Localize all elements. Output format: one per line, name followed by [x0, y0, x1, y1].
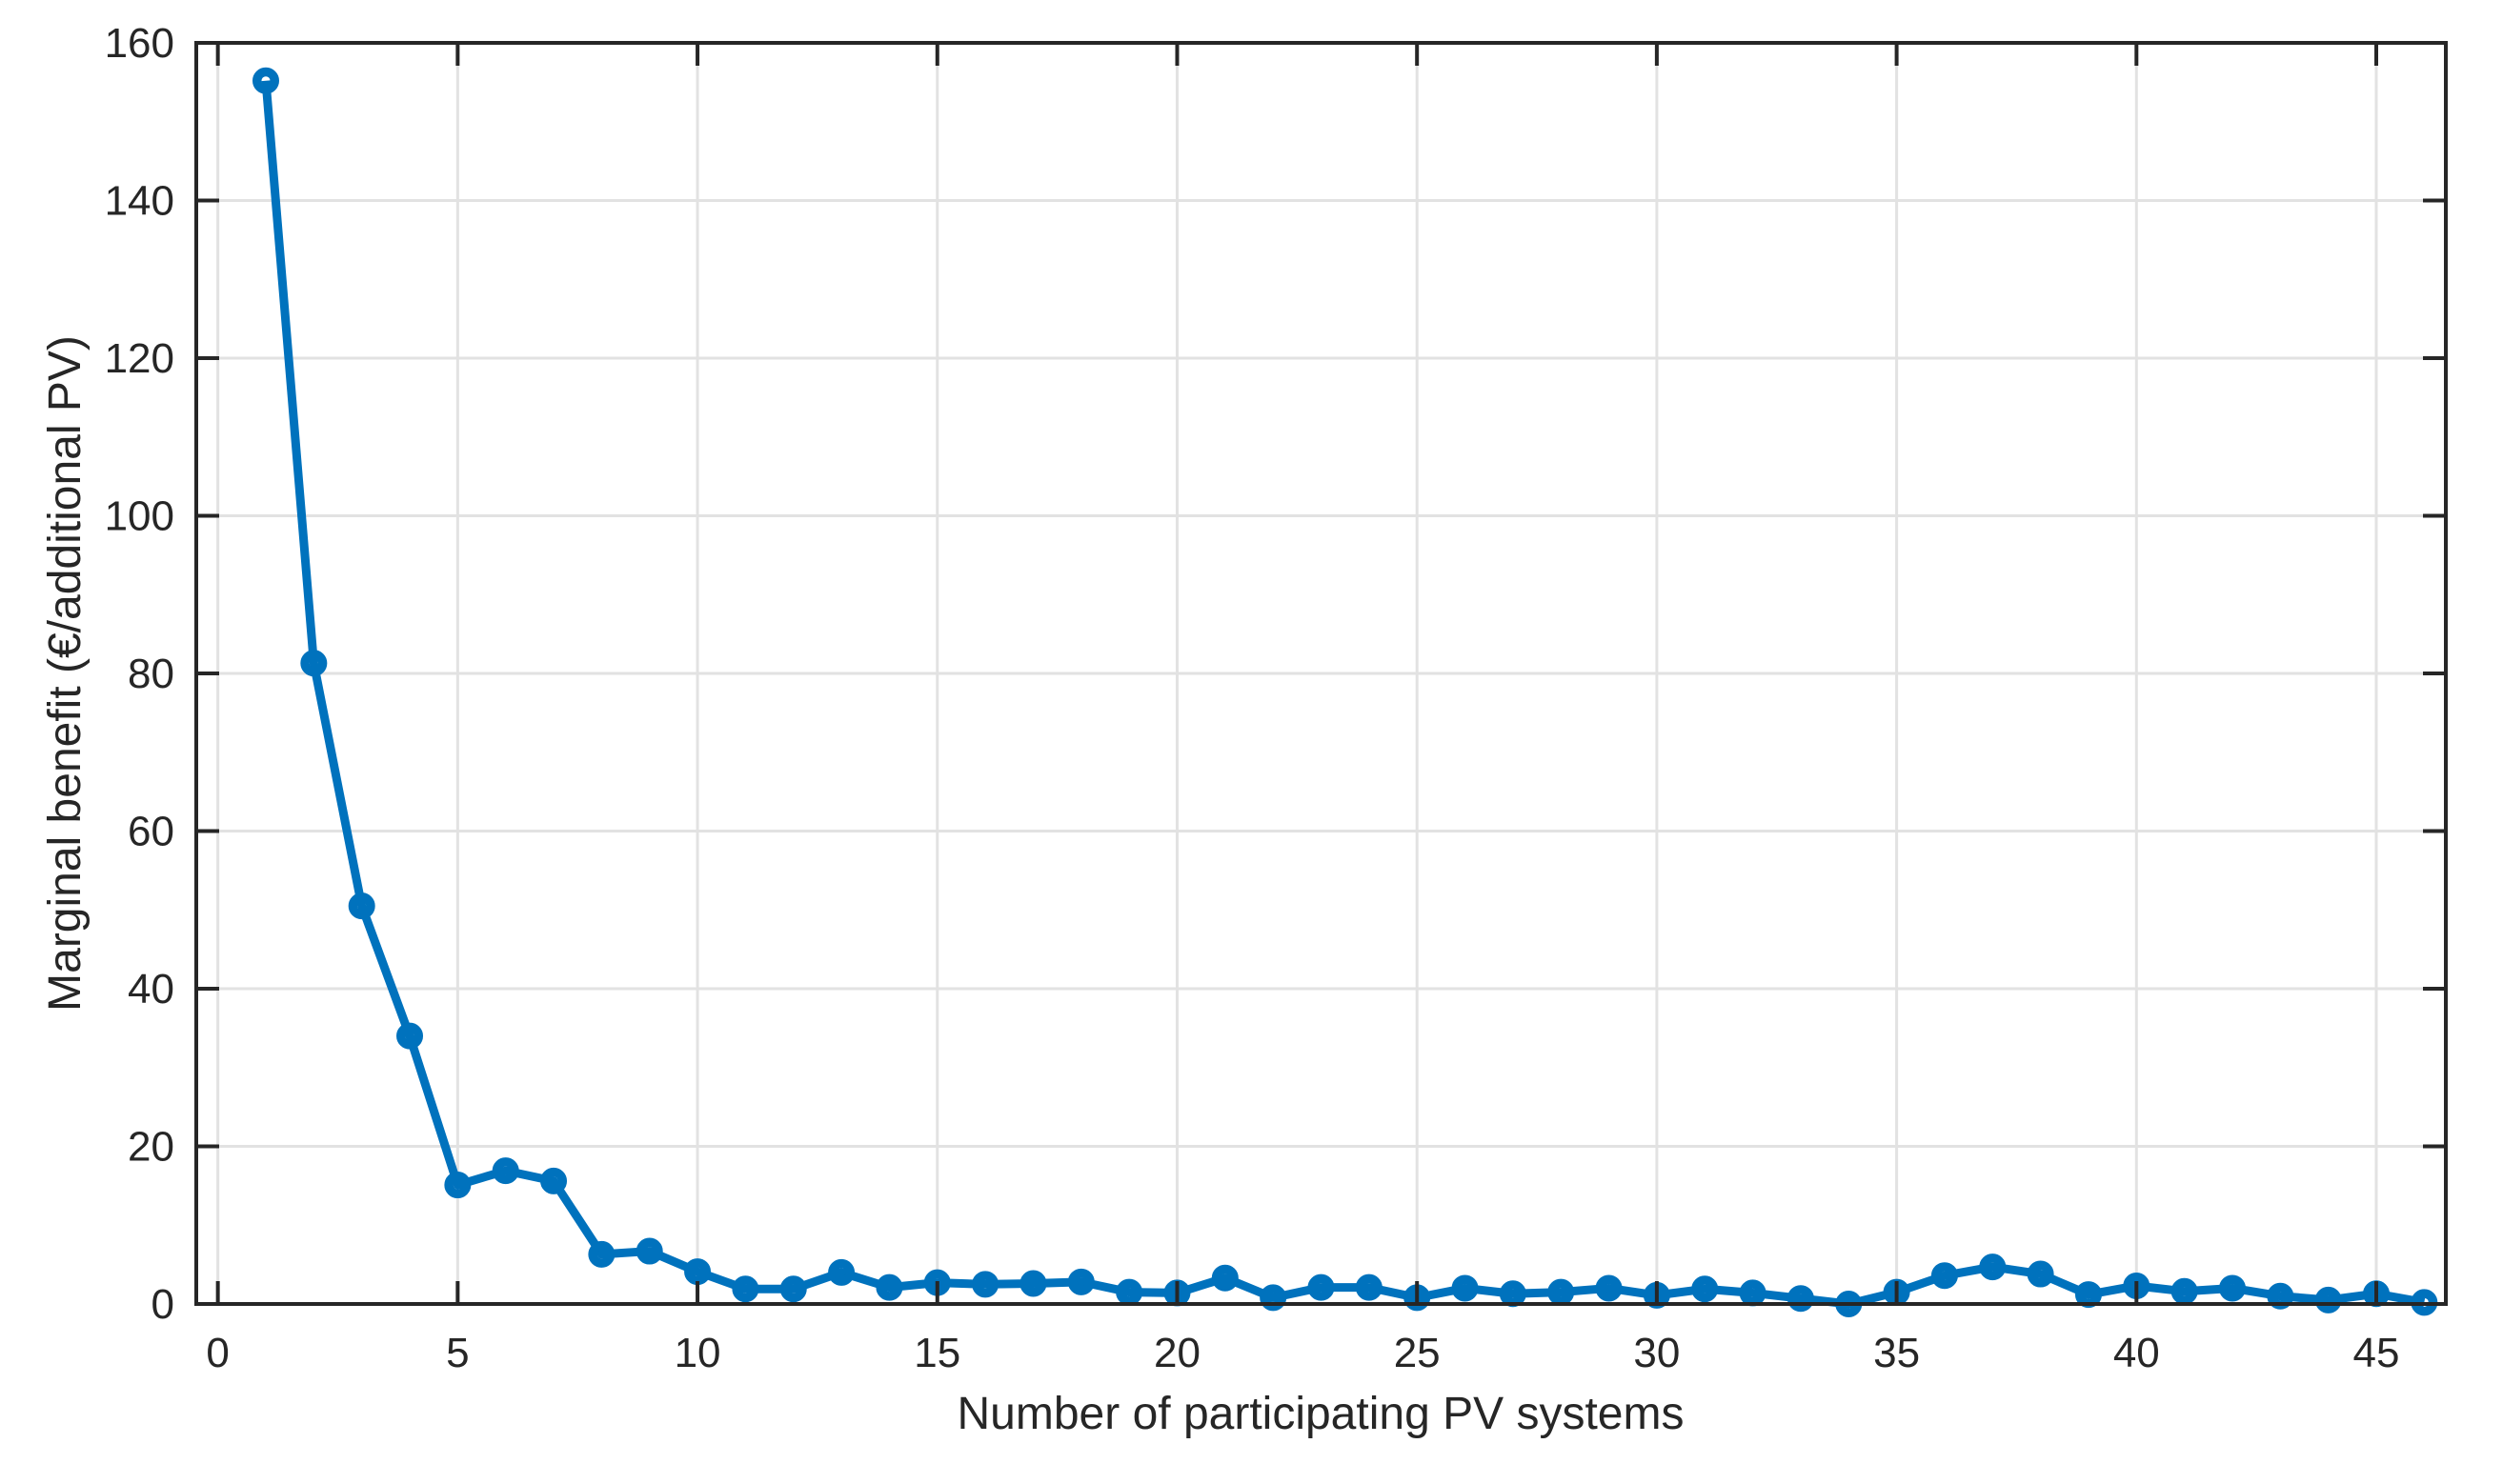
data-point-marker	[1786, 1285, 1814, 1313]
data-point-marker	[348, 892, 375, 920]
y-axis-label: Marginal benefit (€/additional PV)	[40, 335, 91, 1012]
x-tick-label: 40	[2113, 1330, 2160, 1376]
data-point-marker	[1691, 1275, 1719, 1303]
grid-lines	[196, 41, 2446, 1306]
data-point-marker	[972, 1271, 999, 1298]
data-point-marker	[876, 1273, 903, 1301]
x-axis-label: Number of participating PV systems	[958, 1389, 1685, 1439]
data-point-marker	[1307, 1273, 1335, 1301]
data-point-marker	[1930, 1262, 1958, 1290]
data-point-marker	[636, 1237, 663, 1265]
data-line	[261, 80, 2426, 1309]
data-point-marker	[1451, 1274, 1479, 1302]
data-point-marker	[540, 1167, 568, 1194]
line-series	[252, 67, 2438, 1317]
x-tick-label: 35	[1873, 1330, 1920, 1376]
x-tick-label: 0	[206, 1330, 229, 1376]
x-tick-label: 5	[446, 1330, 469, 1376]
data-point-marker	[2314, 1286, 2342, 1314]
data-point-marker	[779, 1275, 807, 1303]
x-tick-label: 15	[914, 1330, 960, 1376]
data-point-marker	[1979, 1253, 2007, 1281]
data-point-marker	[1211, 1264, 1239, 1292]
data-point-marker	[1547, 1278, 1575, 1306]
y-tick-label: 140	[105, 177, 174, 224]
data-point-marker	[1739, 1279, 1766, 1307]
x-tick-label: 45	[2353, 1330, 2400, 1376]
data-point-marker	[684, 1258, 712, 1286]
y-tick-label: 100	[105, 492, 174, 539]
x-tick-label: 30	[1633, 1330, 1680, 1376]
data-point-marker	[1019, 1270, 1047, 1297]
data-point-marker	[492, 1157, 519, 1185]
data-point-marker	[588, 1240, 616, 1268]
y-tick-label: 20	[128, 1123, 174, 1170]
data-point-marker	[828, 1258, 856, 1286]
data-point-marker	[2027, 1260, 2054, 1288]
data-point-marker	[732, 1275, 759, 1303]
data-point-marker	[300, 650, 328, 677]
data-point-marker	[1355, 1273, 1383, 1301]
tick-labels: 0 5 10 15 20 25 30 35 40 45 0 20 40 60 80 100 120 140 160	[105, 20, 2400, 1376]
data-point-marker	[1595, 1274, 1623, 1302]
x-tick-label: 20	[1154, 1330, 1201, 1376]
y-tick-label: 40	[128, 966, 174, 1013]
x-tick-label: 25	[1394, 1330, 1441, 1376]
y-tick-label: 60	[128, 808, 174, 854]
data-point-marker	[444, 1172, 472, 1199]
y-tick-label: 120	[105, 335, 174, 382]
y-tick-label: 0	[151, 1281, 174, 1328]
y-tick-label: 80	[128, 651, 174, 697]
data-point-marker	[2170, 1277, 2198, 1305]
data-point-marker	[252, 67, 279, 94]
data-point-marker	[396, 1022, 424, 1050]
axes-box	[194, 41, 2448, 1306]
y-tick-label: 160	[105, 20, 174, 67]
data-point-marker	[1260, 1284, 1287, 1312]
data-point-marker	[2218, 1274, 2246, 1302]
data-point-marker	[1067, 1268, 1095, 1295]
data-point-marker	[1116, 1278, 1143, 1306]
x-tick-label: 10	[675, 1330, 721, 1376]
